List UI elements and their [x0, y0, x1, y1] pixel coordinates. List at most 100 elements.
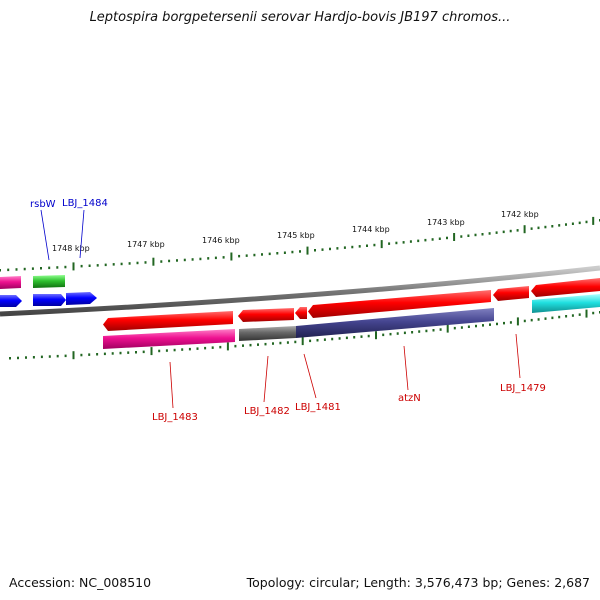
minor-tick — [353, 336, 356, 339]
minor-tick — [558, 224, 561, 227]
gene-label-atzn[interactable]: atzN — [398, 393, 421, 404]
minor-tick — [467, 325, 470, 328]
minor-tick — [329, 247, 331, 251]
minor-tick — [474, 233, 477, 237]
minor-tick — [158, 349, 161, 353]
minor-tick — [32, 356, 35, 359]
backbone-arc — [0, 265, 600, 317]
gene-feature[interactable] — [239, 326, 296, 341]
minor-tick — [395, 241, 398, 245]
minor-tick — [80, 264, 83, 268]
major-tick — [226, 342, 229, 351]
minor-tick — [438, 237, 441, 240]
gene-feature[interactable] — [308, 290, 491, 318]
major-tick — [453, 233, 456, 241]
minor-tick — [558, 315, 561, 319]
minor-tick — [502, 230, 505, 234]
minor-tick — [242, 344, 244, 347]
minor-tick — [253, 253, 256, 257]
minor-tick — [578, 221, 581, 225]
minor-tick — [211, 346, 214, 349]
major-tick — [516, 317, 519, 326]
gene-label-lbj1481[interactable]: LBJ_1481 — [295, 402, 341, 413]
minor-tick — [135, 351, 137, 354]
gene-feature[interactable] — [296, 308, 494, 338]
minor-tick — [268, 252, 271, 256]
gene-feature[interactable] — [532, 294, 600, 313]
gene-feature[interactable] — [103, 329, 235, 349]
minor-tick — [199, 257, 202, 261]
gene-feature[interactable] — [493, 286, 529, 301]
tick-label-1744: 1744 kbp — [352, 225, 390, 234]
inner-tick-ring — [9, 309, 600, 360]
major-tick — [375, 331, 377, 340]
minor-tick — [173, 348, 176, 352]
minor-tick — [316, 339, 319, 342]
minor-tick — [336, 247, 339, 250]
gene-feature[interactable] — [66, 292, 97, 305]
gene-feature[interactable] — [238, 308, 294, 322]
minor-tick — [88, 353, 91, 356]
minor-tick — [571, 222, 574, 225]
minor-tick — [388, 242, 391, 245]
reverse-strand-genes — [0, 292, 600, 349]
minor-tick — [343, 246, 346, 249]
gene-feature[interactable] — [103, 311, 233, 331]
gene-feature[interactable] — [33, 275, 65, 288]
minor-tick — [551, 225, 554, 228]
minor-tick — [168, 259, 171, 263]
minor-tick — [488, 232, 491, 235]
minor-tick — [503, 321, 505, 325]
gene-label-lbj1483[interactable]: LBJ_1483 — [152, 412, 198, 423]
forward-strand-genes — [0, 275, 600, 331]
minor-tick — [183, 258, 186, 262]
minor-tick — [17, 356, 19, 360]
leader-line-lbj1479 — [515, 333, 521, 379]
leader-line-lbj1481 — [303, 353, 317, 399]
minor-tick — [48, 266, 51, 270]
minor-tick — [219, 345, 222, 349]
minor-tick — [360, 335, 363, 338]
minor-tick — [446, 236, 448, 240]
minor-tick — [585, 220, 588, 224]
minor-tick — [276, 252, 279, 255]
gene-label-lbj1482[interactable]: LBJ_1482 — [244, 406, 290, 417]
topology-text: Topology: circular; Length: 3,576,473 bp… — [246, 575, 590, 590]
minor-tick — [530, 227, 533, 230]
gene-feature[interactable] — [531, 278, 600, 297]
gene-feature[interactable] — [0, 295, 22, 307]
tick-label-1745: 1745 kbp — [277, 231, 315, 240]
gene-label-lbj1479[interactable]: LBJ_1479 — [500, 383, 546, 394]
leader-line-rsbw — [40, 209, 50, 261]
minor-tick — [245, 254, 248, 257]
minor-tick — [196, 347, 199, 350]
gene-label-lbj1484[interactable]: LBJ_1484 — [62, 198, 108, 209]
minor-tick — [48, 355, 51, 358]
minor-tick — [321, 248, 324, 251]
minor-tick — [530, 318, 533, 322]
minor-tick — [411, 331, 414, 334]
minor-tick — [495, 231, 498, 234]
minor-tick — [188, 347, 191, 351]
gene-feature[interactable] — [295, 307, 307, 319]
gene-feature[interactable] — [33, 294, 66, 306]
gene-feature[interactable] — [0, 276, 21, 289]
minor-tick — [64, 265, 67, 269]
minor-tick — [120, 262, 123, 266]
minor-tick — [142, 350, 145, 354]
minor-tick — [249, 343, 252, 347]
minor-tick — [425, 329, 428, 333]
minor-tick — [481, 233, 484, 236]
minor-tick — [403, 331, 406, 335]
minor-tick — [396, 332, 399, 335]
minor-tick — [111, 352, 114, 355]
minor-tick — [544, 317, 547, 320]
minor-tick — [56, 266, 59, 269]
gene-label-rsbw[interactable]: rsbW — [30, 199, 56, 210]
minor-tick — [432, 329, 435, 332]
minor-tick — [351, 245, 354, 249]
major-tick — [72, 262, 75, 271]
minor-tick — [592, 311, 595, 315]
minor-tick — [509, 321, 512, 324]
minor-tick — [176, 259, 178, 262]
